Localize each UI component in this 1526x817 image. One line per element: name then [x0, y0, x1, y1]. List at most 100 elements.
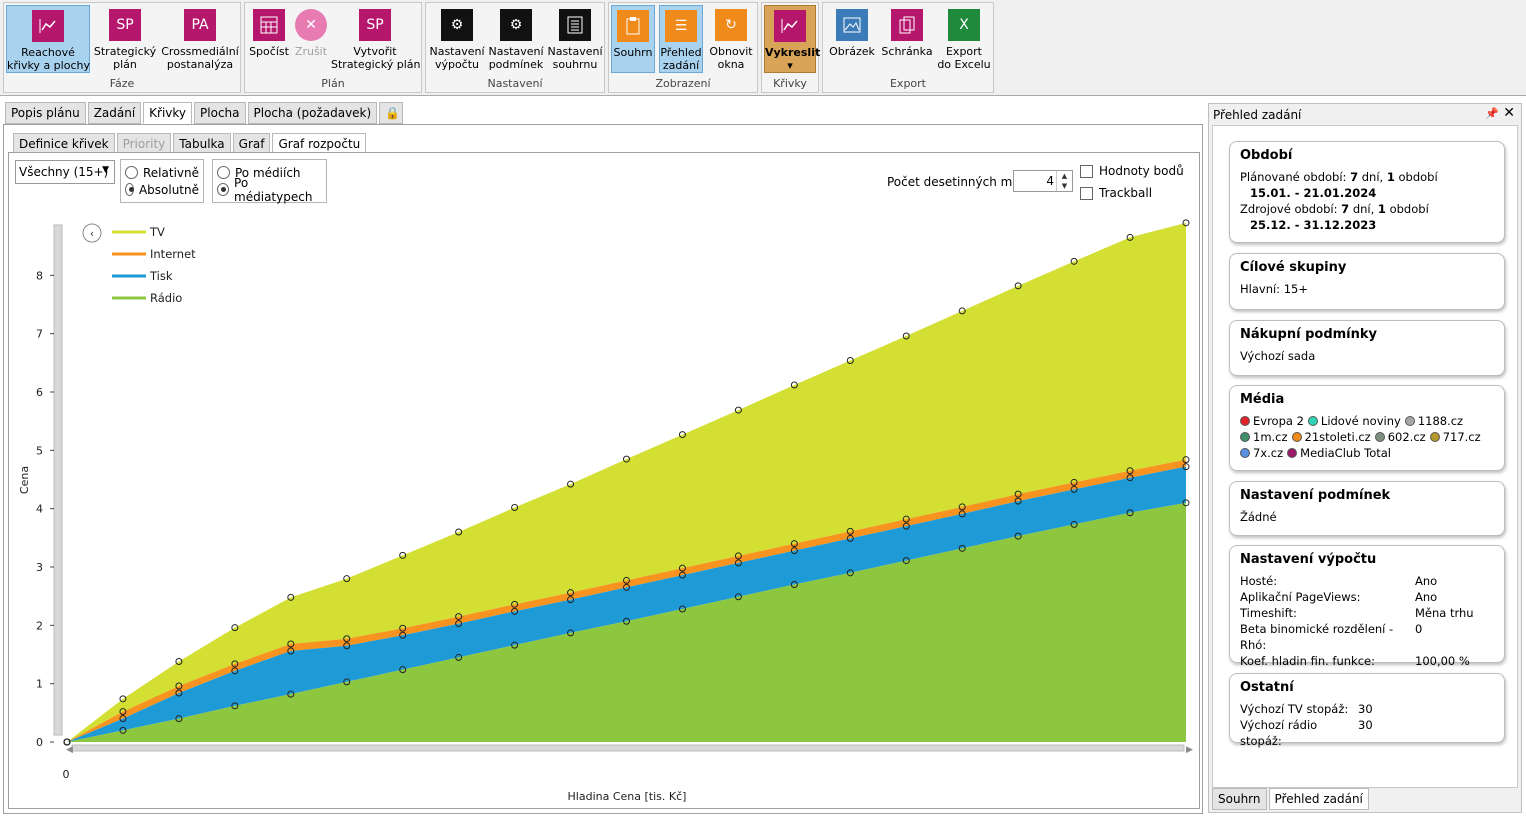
group-label-zobrazeni: Zobrazení: [655, 77, 711, 90]
sp-icon: SP: [359, 9, 391, 41]
media-item: 21stoleti.cz: [1291, 429, 1371, 445]
trackball-checkbox[interactable]: Trackball: [1080, 186, 1152, 200]
group-nastaveni: ⚙ Nastavení výpočtu ⚙ Nastavení podmínek…: [425, 2, 605, 93]
media-name: 21stoleti.cz: [1304, 430, 1371, 444]
target-group-select[interactable]: Všechny (15+) ▼: [15, 160, 115, 184]
reach-curves-button[interactable]: Reachové křivky a plochy: [6, 5, 90, 73]
point-tv: [511, 504, 519, 511]
group-plan: Spočíst ✕ Zrušit SP Vytvořit Strategický…: [244, 2, 422, 93]
tab-popis-planu[interactable]: Popis plánu: [5, 102, 86, 124]
radio-by-media[interactable]: Po médiích: [217, 164, 322, 181]
point-internet: [1014, 490, 1022, 498]
create-strategic-plan-button[interactable]: SP Vytvořit Strategický plán: [331, 5, 420, 73]
gear-icon: ⚙: [441, 9, 473, 41]
radio-absolute[interactable]: Absolutně: [125, 181, 199, 198]
media-color-dot: [1374, 432, 1385, 442]
media-color-dot: [1240, 432, 1250, 442]
close-icon[interactable]: ✕: [1503, 105, 1515, 121]
setting-key: Výchozí TV stopáž:: [1240, 702, 1349, 716]
group-export: Obrázek Schránka X Export do Excelu Expo…: [822, 2, 994, 93]
media-item: 1188.cz: [1404, 413, 1463, 429]
decimals-value[interactable]: 4: [1046, 174, 1054, 188]
tab-graf[interactable]: Graf: [232, 133, 271, 155]
radio-dot: [125, 166, 138, 179]
tab-prehled-zadani[interactable]: Přehled zadání: [1268, 788, 1369, 810]
point-rádio: [1014, 532, 1022, 540]
group-faze: Reachové křivky a plochy SP Strategický …: [3, 2, 241, 93]
export-clipboard-button[interactable]: Schránka: [881, 5, 933, 73]
conditions-settings-button[interactable]: ⚙ Nastavení podmínek: [487, 5, 545, 73]
media-name: 717.cz: [1442, 430, 1481, 444]
input-overview-button[interactable]: ☰ Přehled zadání: [659, 5, 703, 73]
crossmedia-postanalysis-button[interactable]: PA Crossmediální postanalýza: [160, 5, 240, 73]
cancel-button[interactable]: ✕ Zrušit: [291, 5, 331, 73]
legend-toggle-button[interactable]: [82, 223, 102, 243]
point-internet: [623, 576, 630, 584]
radio-by-mediatype[interactable]: Po médiatypech: [217, 176, 322, 204]
point-tisk: [287, 647, 295, 655]
media-name: 7x.cz: [1253, 446, 1284, 460]
tab-zadani[interactable]: Zadání: [87, 102, 142, 124]
tab-plocha-pozadavek[interactable]: Plocha (požadavek): [247, 102, 378, 124]
compute-button[interactable]: Spočíst: [247, 5, 291, 73]
point-values-checkbox[interactable]: Hodnoty bodů: [1080, 164, 1184, 178]
sub-tabs: Definice křivek Priority Tabulka Graf Gr…: [13, 133, 368, 155]
image-icon: [836, 9, 868, 41]
area-rádio: [67, 502, 1186, 742]
strategic-plan-button[interactable]: SP Strategický plán: [92, 5, 158, 73]
spin-down-icon[interactable]: ▼: [1056, 181, 1072, 191]
point-rádio: [902, 557, 910, 565]
card-nastaveni-vypoctu: Nastavení výpočtu Hosté: Ano Aplikační Pag…: [1229, 545, 1505, 668]
tab-tabulka[interactable]: Tabulka: [173, 133, 231, 155]
tab-souhrn[interactable]: Souhrn: [1212, 788, 1267, 810]
scroll-left-icon: ◀: [66, 745, 73, 755]
point-tisk: [343, 642, 351, 650]
card-title: Období: [1240, 148, 1293, 163]
tab-definice-krivek[interactable]: Definice křivek: [13, 133, 115, 155]
pin-icon[interactable]: 📌: [1485, 107, 1499, 120]
spin-up-icon[interactable]: ▲: [1056, 171, 1072, 181]
summary-settings-button[interactable]: Nastavení souhrnu: [546, 5, 604, 73]
point-tv: [790, 381, 798, 389]
media-name: 1m.cz: [1253, 430, 1288, 444]
x-axis-label: Hladina Cena [tis. Kč]: [568, 790, 687, 803]
y-tick-label: 6: [36, 386, 43, 399]
point-tv: [567, 480, 575, 488]
export-excel-button[interactable]: X Export do Excelu: [935, 5, 993, 73]
summary-view-button[interactable]: Souhrn: [611, 5, 655, 73]
point-rádio: [343, 678, 351, 686]
point-internet: [846, 527, 854, 535]
y-tick-label: 0: [36, 736, 43, 749]
radio-dot: [217, 183, 230, 196]
calc-settings-button[interactable]: ⚙ Nastavení výpočtu: [428, 5, 486, 73]
pa-icon: PA: [184, 9, 216, 41]
media-color-dot: [1291, 432, 1302, 442]
point-tisk: [902, 522, 910, 530]
refresh-windows-button[interactable]: ↻ Obnovit okna: [705, 5, 757, 73]
scroll-right-icon: ▶: [1186, 745, 1193, 755]
card-nastaveni-podminek: Nastavení podmínek Žádné: [1229, 481, 1505, 536]
setting-row: Výchozí TV stopáž: 30: [1240, 701, 1494, 717]
point-rádio: [790, 581, 798, 588]
lock-icon[interactable]: 🔒: [379, 102, 404, 124]
setting-key: Hosté:: [1240, 574, 1278, 588]
group-label-nastaveni: Nastavení: [487, 77, 543, 90]
point-internet: [119, 708, 127, 716]
decimals-stepper[interactable]: 4 ▲ ▼: [1013, 170, 1073, 192]
export-image-button[interactable]: Obrázek: [825, 5, 879, 73]
point-tv: [1126, 233, 1134, 241]
point-internet: [902, 515, 910, 523]
draw-button[interactable]: Vykreslit ▾: [764, 5, 820, 73]
card-title: Média: [1240, 392, 1285, 407]
tab-graf-rozpoctu[interactable]: Graf rozpočtu: [272, 133, 367, 155]
point-internet: [1070, 478, 1078, 486]
point-tisk: [1014, 497, 1022, 505]
budget-chart[interactable]: ▶ ◀ 0 1 2 3 4 5 6 7 8 0 Hladina Cena [tis. Kč] Cena ‹ T…: [10, 205, 1196, 805]
planned-period-line: Plánované období: 7 dní, 1 období: [1240, 170, 1438, 184]
point-internet: [175, 682, 183, 690]
point-rádio: [1070, 520, 1078, 528]
tab-krivky[interactable]: Křivky: [143, 102, 193, 124]
radio-relative[interactable]: Relativně: [125, 164, 199, 181]
tab-plocha[interactable]: Plocha: [194, 102, 246, 124]
point-internet: [790, 540, 798, 548]
